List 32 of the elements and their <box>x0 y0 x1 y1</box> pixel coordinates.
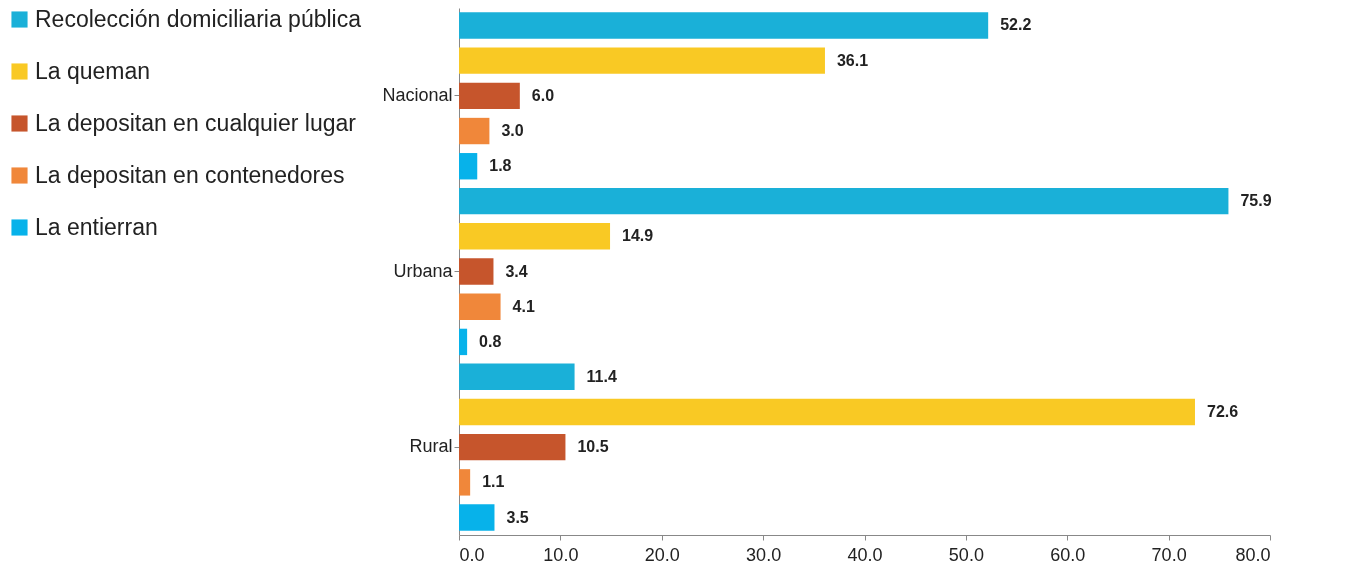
x-tick-label: 80.0 <box>1235 544 1271 565</box>
data-label: 14.9 <box>622 227 654 245</box>
legend-label: La depositan en cualquier lugar <box>35 109 357 136</box>
y-tick-label: Nacional <box>382 84 453 105</box>
x-tick-label: 0.0 <box>459 544 485 565</box>
x-tick-label: 70.0 <box>1151 544 1187 565</box>
data-label: 36.1 <box>836 51 869 69</box>
data-label: 0.8 <box>479 332 502 350</box>
legend-label: La entierran <box>35 213 158 240</box>
y-tick-label: Urbana <box>393 260 454 281</box>
data-label: 72.6 <box>1206 402 1239 420</box>
x-tick-label: 50.0 <box>948 544 984 565</box>
x-tick-label: 30.0 <box>746 544 782 565</box>
y-tick-label: Rural <box>409 436 453 457</box>
data-label: 1.8 <box>489 157 512 175</box>
data-label: 3.0 <box>501 122 524 140</box>
x-tick-label: 20.0 <box>644 544 680 565</box>
data-label: 10.5 <box>577 438 609 456</box>
data-label: 3.5 <box>506 508 529 526</box>
x-tick-label: 10.0 <box>543 544 579 565</box>
data-label: 3.4 <box>505 262 528 280</box>
data-label: 1.1 <box>482 473 505 491</box>
legend-label: La queman <box>35 57 151 84</box>
data-label: 4.1 <box>512 297 535 315</box>
x-tick-label: 40.0 <box>847 544 883 565</box>
data-label: 6.0 <box>531 86 555 104</box>
x-tick-label: 60.0 <box>1050 544 1086 565</box>
data-label: 52.2 <box>1000 16 1032 34</box>
data-label: 11.4 <box>586 367 617 385</box>
legend-label: Recolección domiciliaria pública <box>35 5 362 32</box>
legend-label: La depositan en contenedores <box>35 161 345 188</box>
data-label: 75.9 <box>1240 192 1272 210</box>
